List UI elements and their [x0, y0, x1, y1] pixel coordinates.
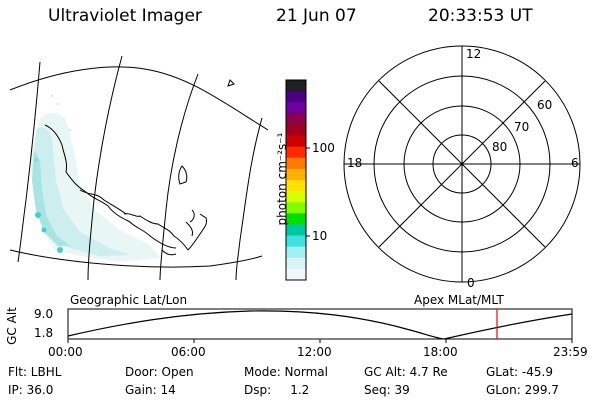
altitude-axis-title-wrap: GC Alt: [5, 305, 33, 345]
instrument-title: Ultraviolet Imager: [48, 6, 202, 26]
color-scale-cell: [286, 80, 306, 92]
altitude-y-tick: 1.8: [34, 326, 54, 340]
color-scale-cell: [286, 246, 306, 259]
polar-label-mlt: 18: [347, 156, 363, 170]
color-scale-cell: [286, 202, 306, 214]
altitude-x-tick: 06:00: [171, 345, 206, 359]
polar-label-mlt: 6: [571, 156, 579, 170]
color-scale-cell: [286, 146, 306, 159]
glat-status: GLat: -45.9: [486, 365, 553, 379]
filter-status: Flt: LBHL: [8, 365, 62, 379]
ip-status: IP: 36.0: [8, 383, 54, 397]
time-label: 20:33:53 UT: [428, 6, 533, 26]
altitude-x-ticks: [67, 339, 573, 343]
color-scale-cell: [286, 268, 306, 281]
seq-status: Seq: 39: [364, 383, 410, 397]
dsp-status: Dsp: 1.2: [244, 383, 310, 397]
altitude-x-tick: 12:00: [297, 345, 332, 359]
glon-status: GLon: 299.7: [486, 383, 559, 397]
polar-label-lat: 70: [514, 120, 530, 134]
polar-label-lat: 60: [537, 98, 553, 112]
color-scale-cell: [286, 235, 306, 248]
color-scale-cell: [286, 168, 306, 181]
color-scale-cell: [286, 257, 306, 270]
color-scale-tick-label: 10: [312, 229, 328, 243]
polar-label-mlt: 0: [467, 276, 475, 290]
color-scale-cell: [286, 124, 306, 137]
altitude-x-tick: 00:00: [48, 345, 83, 359]
date-label: 21 Jun 07: [276, 6, 357, 26]
altitude-y-tick: 9.0: [34, 307, 54, 321]
geographic-panel-label: Geographic Lat/Lon: [70, 293, 188, 307]
color-scale-frame: [285, 79, 307, 281]
color-scale-cell: [286, 135, 306, 148]
color-scale-cells: [286, 80, 306, 281]
polar-label-lat: 80: [492, 140, 508, 154]
altitude-x-tick: 18:00: [423, 345, 458, 359]
gc-alt-status: GC Alt: 4.7 Re: [364, 365, 448, 379]
apex-panel-label: Apex MLat/MLT: [414, 293, 504, 307]
color-scale-cell: [286, 102, 306, 114]
altitude-axis-title: GC Alt: [4, 307, 19, 345]
coastline: [44, 79, 235, 256]
altitude-x-tick: 23:59: [553, 345, 588, 359]
color-scale-cell: [286, 91, 306, 103]
color-scale-cell: [286, 157, 306, 170]
color-scale-cell: [286, 224, 306, 237]
color-scale-cell: [286, 113, 306, 125]
color-scale-tick-label: 100: [312, 141, 335, 155]
door-status: Door: Open: [125, 365, 194, 379]
latlon-grid: [9, 55, 269, 281]
mode-status: Mode: Normal: [244, 365, 328, 379]
color-scale-cell: [286, 191, 306, 203]
polar-label-mlt: 12: [466, 47, 482, 61]
color-scale-cell: [286, 213, 306, 225]
color-scale-cell: [286, 180, 306, 192]
altitude-curve: [67, 310, 573, 340]
uv-emission-pattern: [30, 94, 160, 263]
gain-status: Gain: 14: [125, 383, 176, 397]
polar-line-diagonal: [378, 80, 546, 248]
